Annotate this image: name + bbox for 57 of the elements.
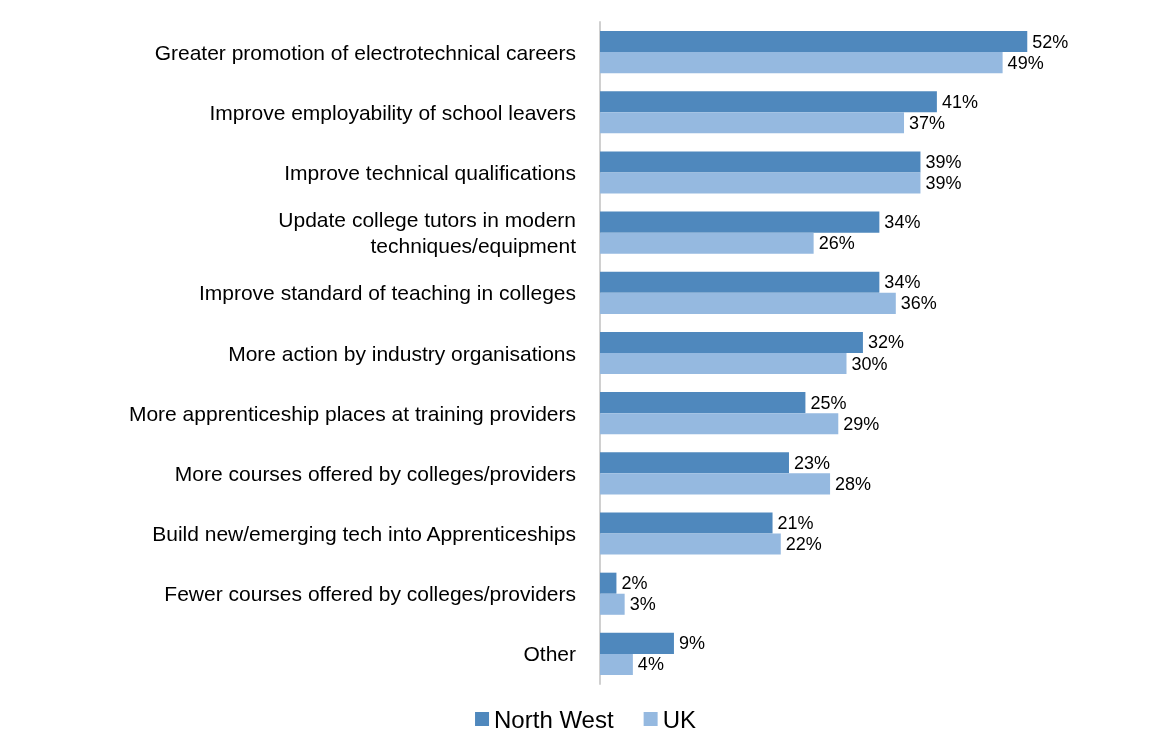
y-tick-label: Fewer courses offered by colleges/providers	[164, 582, 576, 606]
data-label: 4%	[637, 654, 664, 675]
data-label: 9%	[678, 633, 705, 654]
data-label: 25%	[810, 392, 847, 413]
bar	[600, 392, 806, 414]
data-label: 36%	[900, 293, 937, 314]
data-label: 21%	[777, 513, 814, 534]
y-tick-label: Update college tutors in modern techniques/equipment	[278, 208, 577, 258]
data-label: 37%	[909, 112, 946, 133]
bar	[600, 232, 814, 254]
bar	[600, 512, 773, 534]
data-label: 52%	[1032, 31, 1069, 52]
bar	[600, 572, 617, 594]
bar	[600, 452, 789, 474]
bar	[600, 91, 937, 113]
y-tick-label: Improve standard of teaching in colleges	[198, 281, 576, 305]
data-label: 28%	[835, 473, 872, 494]
bar	[600, 112, 905, 134]
data-label: 26%	[818, 233, 855, 254]
bar	[600, 271, 880, 293]
data-label: 3%	[629, 594, 656, 615]
y-tick-label: Build new/emerging tech into Apprenticeships	[152, 522, 576, 546]
y-tick-label: More action by industry organisations	[228, 341, 576, 365]
data-label: 22%	[785, 534, 822, 555]
bar	[600, 292, 896, 314]
data-label: 29%	[843, 413, 880, 434]
data-label: 49%	[1007, 52, 1044, 73]
legend-label: North West	[494, 705, 614, 733]
bar	[600, 593, 625, 615]
bar	[600, 151, 921, 173]
y-tick-label: More apprenticeship places at training providers	[128, 401, 576, 425]
y-tick-label: Improve technical qualifications	[284, 160, 576, 184]
legend-label: UK	[662, 705, 696, 733]
bar	[600, 413, 839, 435]
data-label: 34%	[884, 212, 921, 233]
bar	[600, 331, 863, 353]
data-label: 34%	[884, 272, 921, 293]
data-label: 39%	[925, 172, 962, 193]
y-tick-label: Improve employability of school leavers	[209, 100, 576, 124]
y-tick-label: Greater promotion of electrotechnical careers	[154, 40, 576, 64]
y-tick-label: Other	[523, 642, 576, 666]
bar	[600, 353, 847, 375]
data-label: 30%	[851, 353, 888, 374]
data-label: 39%	[925, 151, 962, 172]
bar	[600, 52, 1003, 74]
data-label: 23%	[793, 452, 831, 473]
bar	[600, 473, 831, 495]
data-label: 41%	[941, 91, 978, 112]
bar	[600, 172, 921, 194]
data-label: 32%	[867, 332, 904, 353]
y-tick-label: More courses offered by colleges/providers	[174, 461, 576, 485]
bar	[600, 653, 633, 675]
bar	[600, 211, 880, 233]
bar	[600, 31, 1028, 53]
bar	[600, 533, 781, 555]
data-label: 2%	[621, 573, 648, 594]
bar	[600, 632, 674, 654]
